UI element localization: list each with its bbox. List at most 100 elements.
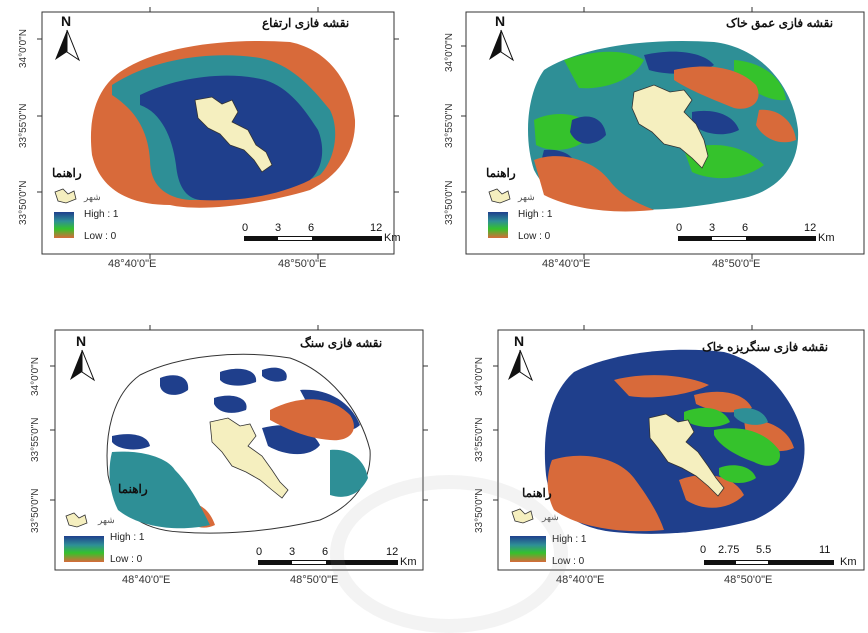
north-arrow-icon <box>489 30 501 60</box>
map-canvas-soil-depth <box>461 7 865 259</box>
scale-bar <box>258 560 398 565</box>
lat-label-top: 34°0'0"N <box>444 33 455 72</box>
legend-city-label: شهر <box>518 192 535 202</box>
map-zone-mid <box>734 408 768 425</box>
scale-bar <box>244 236 382 241</box>
scale-num-1: 3 <box>275 222 282 234</box>
city-polygon <box>194 96 273 173</box>
map-zone-low <box>185 399 354 528</box>
scale-bar <box>678 236 816 241</box>
map-panel-soil-depth: نقشه فازی عمق خاک N 34°0'0"N 33°55'0"N 3… <box>434 0 868 280</box>
scale-num-2: 5.5 <box>756 544 772 556</box>
lon-label-left: 48°40'0"E <box>122 574 171 586</box>
scale-unit: Km <box>818 232 835 244</box>
lon-label-right: 48°50'0"E <box>712 258 761 270</box>
map-canvas-elevation <box>37 7 399 259</box>
lat-label-bottom: 33°50'0"N <box>18 180 29 226</box>
map-canvas-rock <box>50 325 428 571</box>
legend-high-label: High : 1 <box>110 532 145 543</box>
city-polygon <box>631 84 709 169</box>
legend-gradient <box>64 536 104 562</box>
legend-high-label: High : 1 <box>84 209 119 220</box>
lat-label-mid: 33°55'0"N <box>444 103 455 149</box>
scale-num-0: 0 <box>700 544 707 556</box>
map-zone-mid <box>109 449 369 529</box>
scale-num-3: 12 <box>804 222 817 234</box>
scale-num-2: 6 <box>308 222 315 234</box>
legend-city-icon <box>54 188 77 204</box>
legend-city-icon <box>65 512 88 528</box>
legend-gradient <box>510 536 546 562</box>
north-label: N <box>495 13 506 29</box>
lon-label-left: 48°40'0"E <box>556 574 605 586</box>
map-zone-green <box>534 51 786 179</box>
map-title: نقشه فازی ارتفاع <box>262 16 350 30</box>
legend-low-label: Low : 0 <box>84 231 117 242</box>
scale-num-2: 6 <box>742 222 749 234</box>
legend-city-icon <box>511 508 534 524</box>
map-zone-low <box>547 375 794 532</box>
map-title: نقشه فازی سنگ <box>300 336 383 350</box>
scale-num-3: 11 <box>819 544 831 556</box>
north-arrow-icon <box>508 350 520 380</box>
north-label: N <box>76 333 87 349</box>
north-arrow-icon <box>70 350 82 380</box>
scale-num-0: 0 <box>242 222 249 234</box>
lat-label-mid: 33°55'0"N <box>474 417 485 463</box>
legend-city-label: شهر <box>98 515 115 525</box>
legend-city-label: شهر <box>84 192 101 202</box>
scale-unit: Km <box>384 232 401 244</box>
scale-unit: Km <box>400 556 417 568</box>
legend-city-label: شهر <box>542 512 559 522</box>
legend-title: راهنما <box>486 166 516 180</box>
scale-num-0: 0 <box>256 546 263 558</box>
scale-num-1: 2.75 <box>718 544 740 556</box>
map-zone-high <box>542 51 739 172</box>
lon-label-right: 48°50'0"E <box>290 574 339 586</box>
legend-low-label: Low : 0 <box>518 231 551 242</box>
scale-unit: Km <box>840 556 857 568</box>
scale-num-1: 3 <box>289 546 296 558</box>
map-zone-green <box>684 407 780 484</box>
lat-label-mid: 33°55'0"N <box>30 417 41 463</box>
legend-gradient <box>54 212 74 238</box>
lon-label-right: 48°50'0"E <box>278 258 327 270</box>
legend-low-label: Low : 0 <box>110 554 143 565</box>
north-arrow-icon <box>55 30 67 60</box>
legend-high-label: High : 1 <box>552 534 587 545</box>
lat-label-mid: 33°55'0"N <box>18 103 29 149</box>
lat-label-top: 34°0'0"N <box>30 357 41 396</box>
lat-label-bottom: 33°50'0"N <box>444 180 455 226</box>
map-canvas-gravel <box>493 325 865 571</box>
north-label: N <box>61 13 72 29</box>
lon-label-right: 48°50'0"E <box>724 574 773 586</box>
scale-num-3: 12 <box>370 222 383 234</box>
lon-label-left: 48°40'0"E <box>542 258 591 270</box>
map-panel-gravel: نقشه فازی سنگریزه خاک N 34°0'0"N 33°55'0… <box>434 300 868 591</box>
lat-label-top: 34°0'0"N <box>474 357 485 396</box>
lat-label-top: 34°0'0"N <box>18 29 29 68</box>
scale-num-3: 12 <box>386 546 399 558</box>
map-panel-elevation: نقشه فازی ارتفاع N 34°0'0"N 33°55'0"N 33… <box>0 0 434 280</box>
scale-num-1: 3 <box>709 222 716 234</box>
scale-num-2: 6 <box>322 546 329 558</box>
city-polygon <box>209 417 289 499</box>
city-polygon <box>648 413 725 497</box>
legend-title: راهنما <box>52 166 82 180</box>
lon-label-left: 48°40'0"E <box>108 258 157 270</box>
legend-city-icon <box>488 188 511 204</box>
scale-num-0: 0 <box>676 222 683 234</box>
lat-label-bottom: 33°50'0"N <box>30 488 41 534</box>
legend-high-label: High : 1 <box>518 209 553 220</box>
legend-gradient <box>488 212 508 238</box>
legend-title: راهنما <box>522 486 552 500</box>
scale-bar <box>704 560 834 565</box>
lat-label-bottom: 33°50'0"N <box>474 488 485 534</box>
legend-title: راهنما <box>118 482 148 496</box>
north-label: N <box>514 333 525 349</box>
legend-low-label: Low : 0 <box>552 556 585 567</box>
map-title: نقشه فازی عمق خاک <box>726 16 834 30</box>
map-zone-low <box>534 66 796 212</box>
map-panel-rock: نقشه فازی سنگ N 34°0'0"N 33°55'0"N 33°50… <box>0 300 434 591</box>
map-title: نقشه فازی سنگریزه خاک <box>702 340 829 354</box>
